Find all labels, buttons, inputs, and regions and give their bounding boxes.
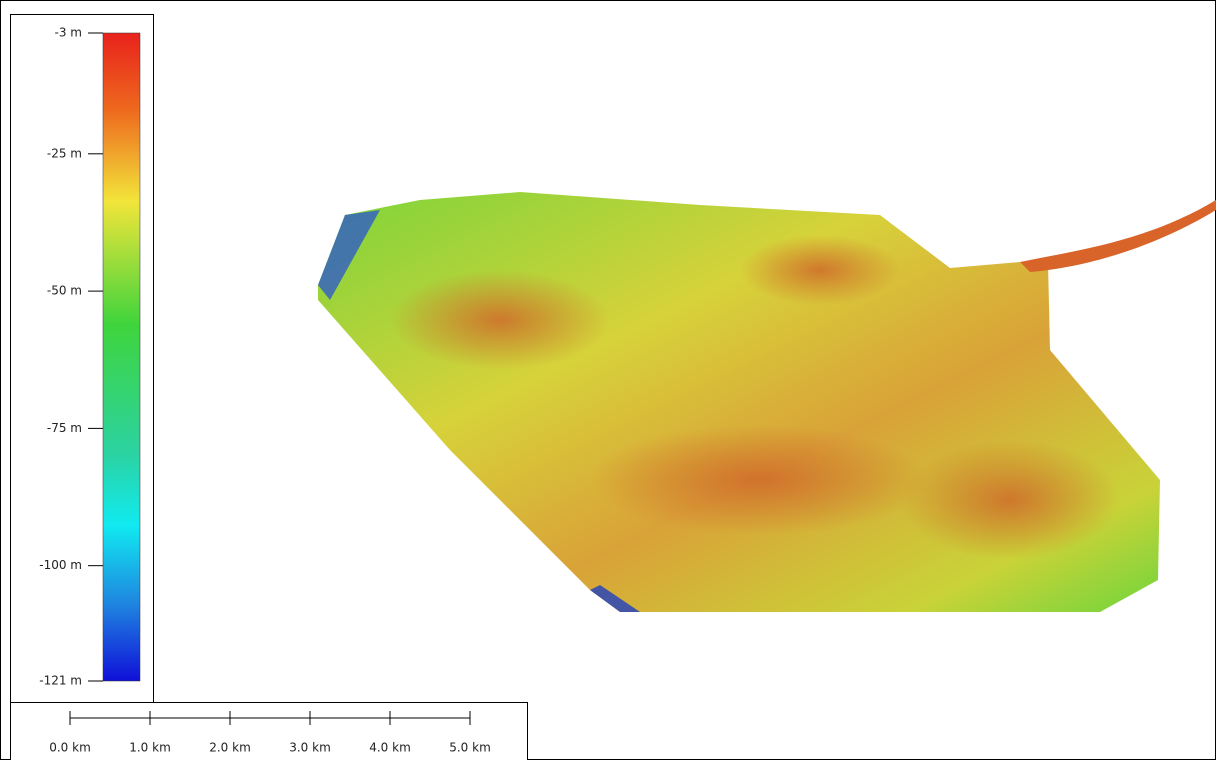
scale-label: 0.0 km	[49, 741, 91, 755]
bathymetry	[318, 192, 1216, 612]
colorbar-label: -75 m	[47, 421, 82, 435]
scale-label: 5.0 km	[449, 741, 491, 755]
scale-label: 4.0 km	[369, 741, 411, 755]
scale-label: 3.0 km	[289, 741, 331, 755]
colorbar-label: -25 m	[47, 146, 82, 160]
scale-box	[10, 702, 528, 760]
colorbar-label: -50 m	[47, 284, 82, 298]
colorbar-label: -3 m	[55, 26, 82, 40]
colorbar-label: -121 m	[39, 674, 82, 688]
colorbar	[102, 32, 141, 682]
scale-label: 2.0 km	[209, 741, 251, 755]
scale-label: 1.0 km	[129, 741, 171, 755]
colorbar-label: -100 m	[39, 558, 82, 572]
